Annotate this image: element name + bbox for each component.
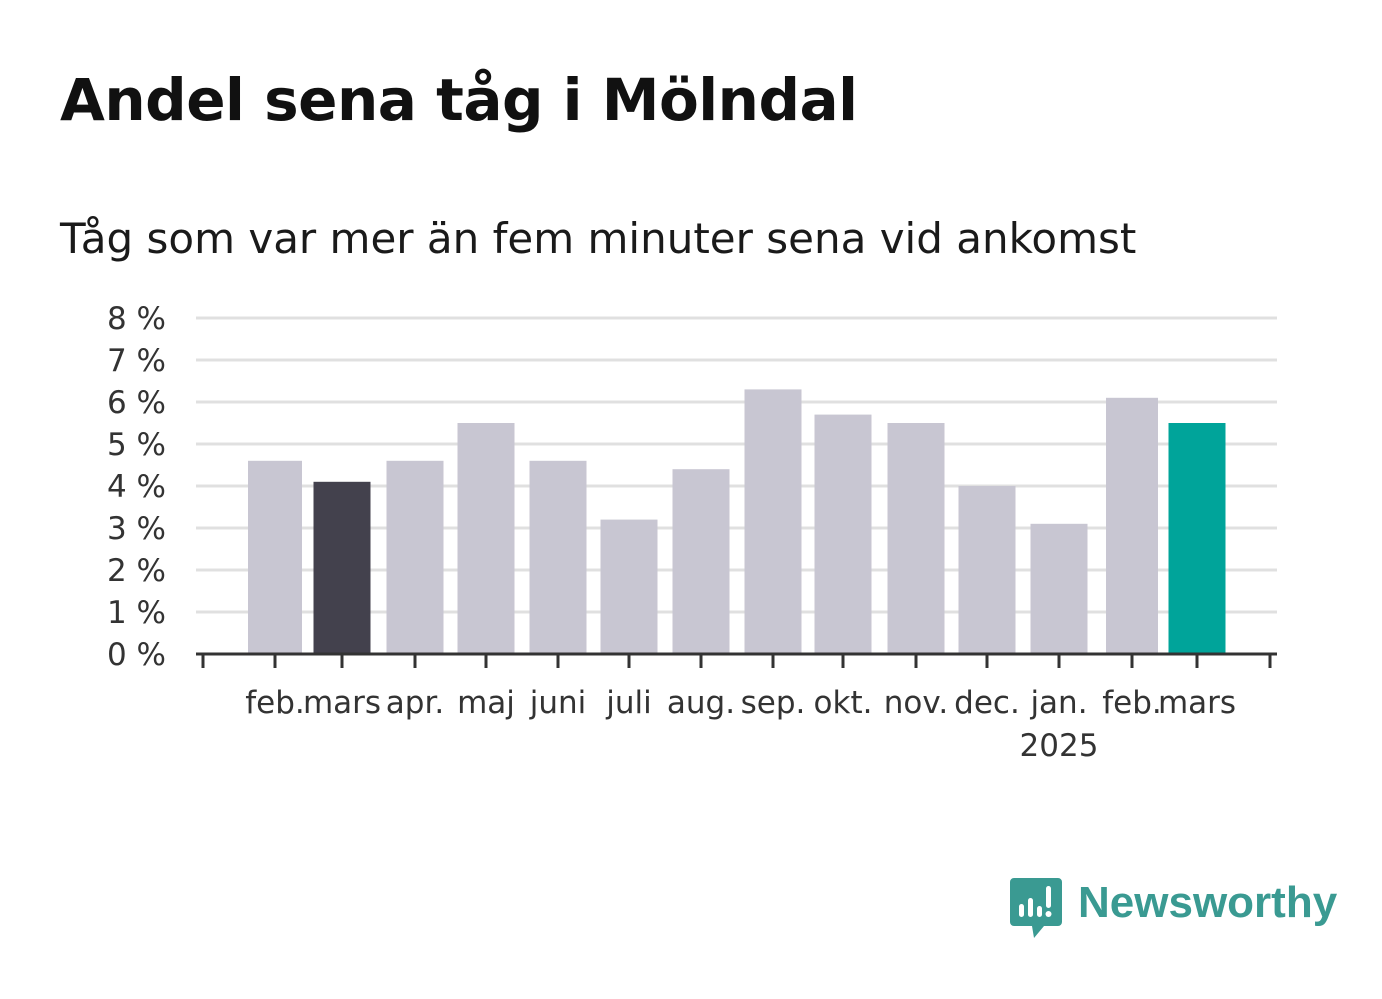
brand-name: Newsworthy [1078, 878, 1338, 927]
bar [744, 389, 802, 654]
y-tick-label: 8 % [107, 301, 166, 337]
newsworthy-logo: Newsworthy [1010, 878, 1337, 940]
y-axis-ticks: 0 % 1 % 2 % 3 % 4 % 5 % 6 % 7 % 8 % [107, 301, 166, 673]
bar [600, 519, 658, 654]
y-tick-label: 0 % [107, 637, 166, 673]
bar [386, 460, 444, 654]
grid-lines [196, 316, 1277, 614]
x-axis [196, 652, 1277, 668]
bar [248, 460, 302, 654]
bar [958, 486, 1016, 654]
bar [1168, 423, 1226, 654]
y-tick-label: 6 % [107, 385, 166, 421]
x-tick-label: juni [529, 685, 587, 721]
x-tick-label: jan. [1029, 685, 1087, 721]
bar [672, 469, 730, 654]
y-tick-label: 5 % [107, 427, 166, 463]
bar [529, 460, 587, 654]
bar [1030, 523, 1088, 654]
x-tick-label: aug. [667, 685, 735, 721]
x-tick-label: juli [605, 685, 652, 721]
newsworthy-logo-icon [1010, 878, 1062, 938]
bar [457, 423, 515, 654]
bars [248, 389, 1226, 654]
x-axis-tick-labels: feb.mars apr. maj juni juli aug. sep. okt. nov. d… [245, 685, 1236, 764]
bar [814, 414, 872, 654]
bar [1106, 397, 1158, 654]
chart-subtitle: Tåg som var mer än fem minuter sena vid … [60, 214, 1137, 263]
x-tick-label: feb. [245, 685, 305, 721]
y-tick-label: 1 % [107, 595, 166, 631]
x-tick-sublabel: 2025 [1020, 728, 1099, 764]
x-tick-label: mars [1158, 685, 1236, 721]
y-tick-label: 4 % [107, 469, 166, 505]
bar [313, 481, 371, 654]
x-tick-label: feb. [1102, 685, 1162, 721]
y-tick-label: 3 % [107, 511, 166, 547]
x-tick-label: apr. [386, 685, 444, 721]
x-tick-label: nov. [884, 685, 948, 721]
chart-title: Andel sena tåg i Mölndal [60, 66, 858, 134]
x-tick-label: okt. [814, 685, 873, 721]
y-tick-label: 7 % [107, 343, 166, 379]
x-tick-label: dec. [954, 685, 1020, 721]
y-tick-label: 2 % [107, 553, 166, 589]
x-tick-label: mars [303, 685, 381, 721]
x-tick-label: sep. [741, 685, 806, 721]
bar [887, 423, 945, 654]
x-tick-label: maj [457, 685, 515, 721]
